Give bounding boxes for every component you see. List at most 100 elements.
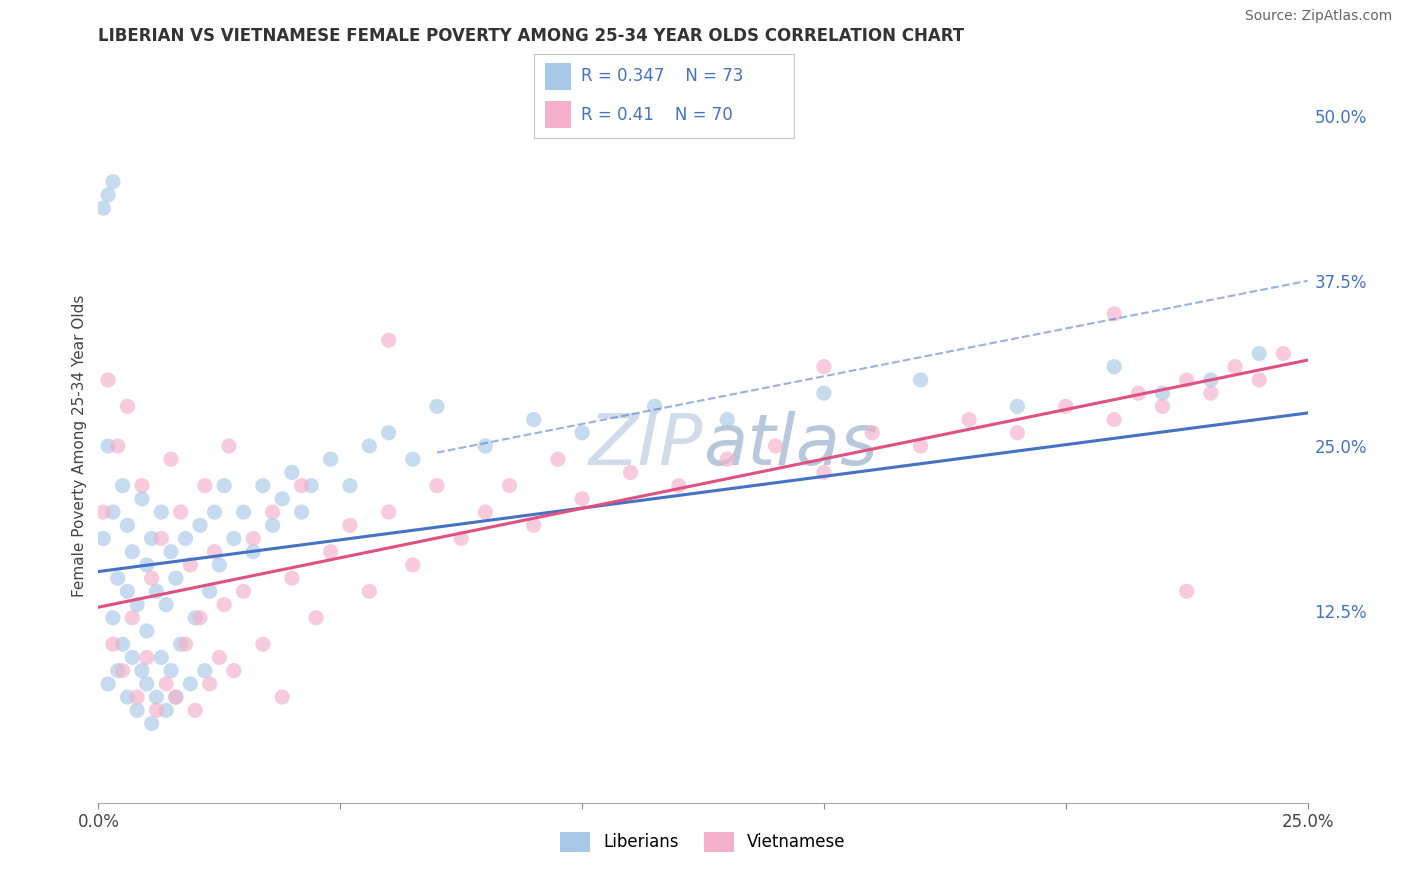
Text: Source: ZipAtlas.com: Source: ZipAtlas.com xyxy=(1244,9,1392,23)
Legend: Liberians, Vietnamese: Liberians, Vietnamese xyxy=(554,825,852,859)
Point xyxy=(1152,386,1174,401)
Point xyxy=(135,624,157,638)
Point xyxy=(359,584,381,599)
Point xyxy=(1102,307,1125,321)
Point xyxy=(179,677,201,691)
Point xyxy=(150,505,173,519)
Point xyxy=(1102,359,1125,374)
Point xyxy=(860,425,883,440)
Point xyxy=(547,452,569,467)
Point xyxy=(194,664,217,678)
Point xyxy=(619,466,641,480)
Point xyxy=(765,439,787,453)
Point xyxy=(716,412,738,426)
Point xyxy=(169,505,191,519)
Point xyxy=(644,400,666,414)
Point xyxy=(377,333,399,347)
Point xyxy=(1175,373,1198,387)
Point xyxy=(135,650,157,665)
Point xyxy=(107,439,129,453)
Point xyxy=(145,690,167,704)
Point xyxy=(232,505,254,519)
Point xyxy=(426,400,449,414)
Point xyxy=(242,545,264,559)
Point xyxy=(523,518,546,533)
Point xyxy=(474,439,496,453)
Point xyxy=(117,400,139,414)
Point xyxy=(359,439,381,453)
Point xyxy=(1102,412,1125,426)
Point xyxy=(117,518,139,533)
Point xyxy=(91,201,114,215)
Point xyxy=(1199,386,1222,401)
Point xyxy=(377,425,399,440)
Point xyxy=(111,664,134,678)
Point xyxy=(169,637,191,651)
Point xyxy=(252,478,274,492)
Point xyxy=(339,478,361,492)
Point xyxy=(305,611,328,625)
Point xyxy=(242,532,264,546)
Point xyxy=(155,677,177,691)
Point xyxy=(121,611,143,625)
Point xyxy=(232,584,254,599)
Point xyxy=(208,558,231,572)
Point xyxy=(1199,373,1222,387)
Point xyxy=(204,545,226,559)
Y-axis label: Female Poverty Among 25-34 Year Olds: Female Poverty Among 25-34 Year Olds xyxy=(72,295,87,597)
Point xyxy=(208,650,231,665)
Point xyxy=(91,532,114,546)
Text: R = 0.41    N = 70: R = 0.41 N = 70 xyxy=(581,105,733,123)
Point xyxy=(299,478,322,492)
Point xyxy=(135,677,157,691)
Point xyxy=(319,545,342,559)
Point xyxy=(813,466,835,480)
Point xyxy=(1128,386,1150,401)
Point xyxy=(212,478,235,492)
Text: atlas: atlas xyxy=(703,411,877,481)
Point xyxy=(271,690,294,704)
Point xyxy=(188,611,211,625)
Point xyxy=(155,598,177,612)
Text: R = 0.347    N = 73: R = 0.347 N = 73 xyxy=(581,68,744,86)
Point xyxy=(262,518,284,533)
Point xyxy=(271,491,294,506)
Point xyxy=(121,545,143,559)
Point xyxy=(174,637,197,651)
Point xyxy=(1223,359,1246,374)
Point xyxy=(813,386,835,401)
FancyBboxPatch shape xyxy=(544,62,571,90)
Point xyxy=(290,505,312,519)
Point xyxy=(127,598,149,612)
Point xyxy=(498,478,520,492)
Point xyxy=(160,545,183,559)
Point xyxy=(402,558,425,572)
Point xyxy=(117,690,139,704)
Point xyxy=(165,690,187,704)
Point xyxy=(184,703,207,717)
Point xyxy=(97,677,120,691)
Point xyxy=(910,373,932,387)
Point xyxy=(194,478,217,492)
Point xyxy=(1007,425,1029,440)
Point xyxy=(135,558,157,572)
Point xyxy=(97,373,120,387)
Point xyxy=(222,664,245,678)
Point xyxy=(1054,400,1077,414)
Point xyxy=(222,532,245,546)
Point xyxy=(111,637,134,651)
Point xyxy=(426,478,449,492)
Point xyxy=(121,650,143,665)
Point xyxy=(131,478,153,492)
Point xyxy=(155,703,177,717)
Point xyxy=(91,505,114,519)
Point xyxy=(1272,346,1295,360)
Point xyxy=(252,637,274,651)
Point xyxy=(204,505,226,519)
Point xyxy=(262,505,284,519)
Point xyxy=(813,359,835,374)
Point xyxy=(141,716,163,731)
Point xyxy=(184,611,207,625)
Point xyxy=(571,425,593,440)
Point xyxy=(101,505,124,519)
